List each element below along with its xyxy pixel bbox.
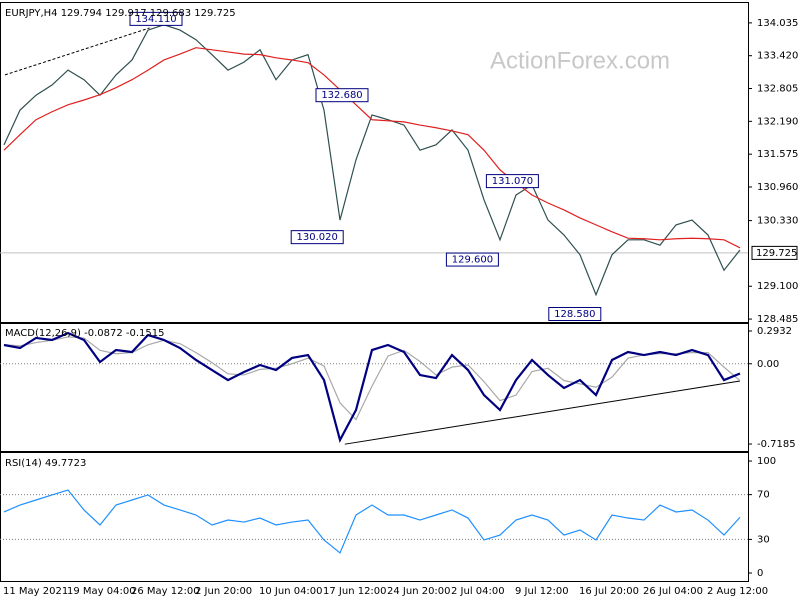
- x-tick-label: 16 Jul 20:00: [579, 586, 639, 597]
- x-tick-label: 10 Jun 04:00: [259, 586, 323, 597]
- y-tick-label: 128.485: [757, 314, 798, 325]
- x-tick-label: 24 Jun 20:00: [387, 586, 451, 597]
- y-tick-label: 70: [757, 490, 770, 501]
- x-tick-label: 2 Aug 12:00: [707, 586, 768, 597]
- y-tick-label: 129.100: [757, 281, 798, 292]
- y-tick-label: 133.420: [757, 51, 798, 62]
- y-tick-label: 130.960: [757, 182, 798, 193]
- x-tick-label: 19 May 04:00: [67, 586, 136, 597]
- annotation-label: 129.600: [452, 255, 493, 266]
- panel-title: MACD(12,26,9) -0.0872 -0.1515: [5, 328, 165, 339]
- y-tick-label: 130.330: [757, 216, 798, 227]
- x-tick-label: 11 May 2021: [3, 586, 68, 597]
- x-tick-label: 26 May 12:00: [131, 586, 200, 597]
- annotation-box: [485, 174, 539, 189]
- series-line: [3, 336, 741, 421]
- y-tick-label: 30: [757, 534, 770, 545]
- annotation-label: 130.020: [297, 232, 338, 243]
- annotation-box: [315, 88, 369, 103]
- annotation-box: [445, 252, 499, 267]
- panel-title: EURJPY,H4 129.794 129.917 129.683 129.72…: [5, 8, 236, 19]
- series-line: [3, 47, 741, 249]
- x-tick-label: 26 Jul 04:00: [643, 586, 703, 597]
- y-tick-label: 100: [757, 456, 776, 467]
- annotation-box: [129, 11, 183, 26]
- y-tick-label: 0.2932: [757, 326, 792, 337]
- trendline: [344, 380, 741, 445]
- y-tick-label: 0.00: [757, 359, 779, 370]
- series-line: [3, 489, 741, 554]
- trendline: [4, 27, 150, 76]
- annotation-box: [548, 306, 602, 321]
- x-tick-label: 2 Jun 20:00: [195, 586, 252, 597]
- panel-title: RSI(14) 49.7723: [5, 458, 86, 469]
- last-price-label: 129.725: [756, 248, 797, 259]
- y-tick-label: 132.190: [757, 116, 798, 127]
- panel-frame: [0, 322, 749, 452]
- annotation-box: [290, 230, 344, 245]
- x-tick-label: 17 Jun 12:00: [323, 586, 387, 597]
- panel-frame: [0, 452, 749, 582]
- y-tick-label: 131.575: [757, 149, 798, 160]
- last-price-box: [751, 245, 798, 260]
- series-line: [3, 331, 741, 444]
- y-tick-label: 134.035: [757, 18, 798, 29]
- series-line: [3, 24, 741, 297]
- panel-frame: [0, 2, 749, 324]
- annotation-label: 132.680: [321, 90, 362, 101]
- annotation-label: 131.070: [492, 176, 533, 187]
- y-tick-label: -0.7185: [757, 439, 796, 450]
- watermark: ActionForex.com: [490, 47, 670, 74]
- annotation-label: 134.110: [135, 14, 176, 25]
- y-tick-label: 0: [757, 568, 763, 579]
- x-tick-label: 9 Jul 12:00: [515, 586, 569, 597]
- annotation-label: 128.580: [554, 309, 595, 320]
- y-tick-label: 132.805: [757, 84, 798, 95]
- x-tick-label: 2 Jul 04:00: [451, 586, 505, 597]
